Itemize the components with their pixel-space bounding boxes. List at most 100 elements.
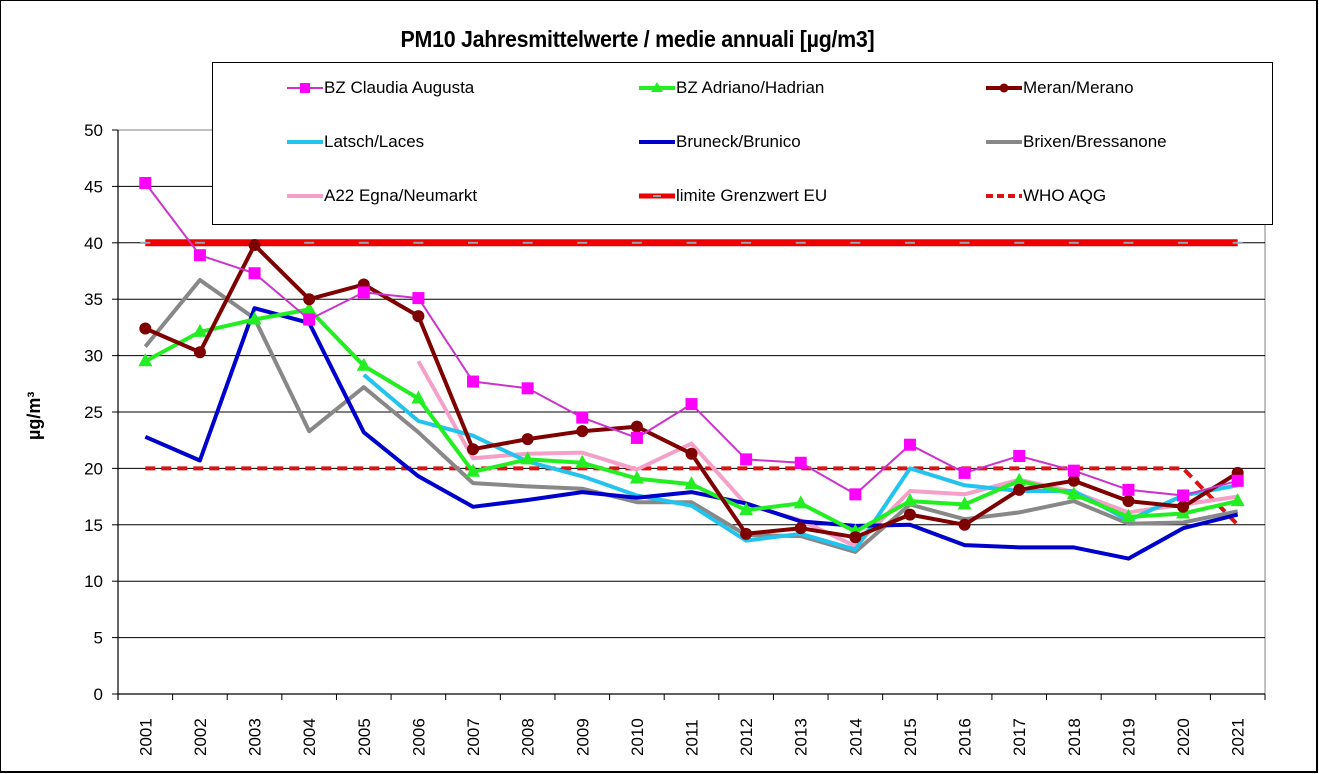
legend-swatch-icon [287, 194, 323, 198]
legend-item-bruneck-brunico: Bruneck/Brunico [638, 131, 801, 153]
y-tick-label: 10 [84, 572, 103, 591]
data-point-circle [1177, 500, 1190, 513]
x-tick-label: 2001 [136, 718, 155, 756]
y-tick-label: 15 [84, 516, 103, 535]
data-point-circle [521, 433, 534, 446]
data-point-circle [630, 420, 643, 433]
data-point-circle [1122, 495, 1135, 508]
data-point-square [630, 431, 643, 444]
data-point-square [412, 292, 425, 305]
data-point-circle [303, 293, 316, 306]
x-tick-label: 2010 [628, 718, 647, 756]
x-tick-label: 2008 [519, 718, 538, 756]
data-point-triangle [793, 495, 808, 509]
data-point-circle [1067, 474, 1080, 487]
data-point-triangle [684, 476, 699, 490]
data-point-triangle [1230, 493, 1245, 507]
data-point-circle [193, 346, 206, 359]
data-point-circle [740, 527, 753, 540]
data-point-circle [685, 447, 698, 460]
legend-swatch-icon [287, 140, 323, 144]
data-point-square [1122, 483, 1135, 496]
legend-swatch-icon [639, 82, 675, 92]
data-point-square [958, 466, 971, 479]
y-tick-label: 5 [94, 629, 103, 648]
data-point-square [1231, 474, 1244, 487]
y-tick-label: 45 [84, 177, 103, 196]
x-tick-label: 2006 [409, 718, 428, 756]
x-tick-label: 2002 [191, 718, 210, 756]
series-line [145, 466, 1240, 527]
data-point-triangle [1012, 472, 1027, 486]
legend-label: Latsch/Laces [324, 132, 425, 151]
y-tick-label: 50 [84, 121, 103, 140]
legend-label: Meran/Merano [1023, 78, 1134, 97]
data-point-triangle [1121, 508, 1136, 522]
x-tick-label: 2021 [1229, 718, 1248, 756]
x-tick-label: 2007 [464, 718, 483, 756]
y-tick-label: 30 [84, 347, 103, 366]
y-tick-label: 20 [84, 459, 103, 478]
legend-label: limite Grenzwert EU [676, 186, 828, 205]
data-point-circle [248, 239, 261, 252]
legend: BZ Claudia Augusta BZ Adriano/Hadrian Mera… [212, 62, 1273, 225]
data-point-circle [576, 425, 589, 438]
legend-item-latsch-laces: Latsch/Laces [286, 131, 424, 153]
data-point-circle [849, 531, 862, 544]
data-point-triangle [192, 323, 207, 337]
x-tick-label: 2018 [1065, 718, 1084, 756]
x-tick-label: 2004 [300, 718, 319, 756]
x-tick-label: 2003 [246, 718, 265, 756]
legend-item-a22-egna-neumarkt: A22 Egna/Neumarkt [286, 185, 477, 207]
series-brixen-bressanone [143, 278, 1239, 554]
x-tick-label: 2013 [792, 718, 811, 756]
y-axis-title: µg/m³ [24, 392, 45, 440]
series-bruneck-brunico [144, 306, 1239, 561]
legend-swatch-icon [287, 83, 323, 93]
y-axis-title-text: µg/m³ [24, 391, 44, 440]
data-point-square [521, 382, 534, 395]
legend-swatch-icon [639, 140, 675, 144]
data-point-triangle [138, 353, 153, 367]
data-point-triangle [629, 470, 644, 484]
series-line [143, 278, 1239, 554]
data-point-square [1067, 464, 1080, 477]
data-point-triangle [356, 357, 371, 371]
legend-swatch-icon [986, 194, 1022, 198]
chart-title: PM10 Jahresmittelwerte / medie annuali [… [400, 26, 875, 52]
x-tick-label: 2012 [737, 718, 756, 756]
data-point-triangle [957, 496, 972, 510]
y-tick-label: 25 [84, 403, 103, 422]
data-point-triangle [520, 451, 535, 465]
data-point-circle [139, 322, 152, 335]
data-point-triangle [902, 493, 917, 507]
legend-swatch-icon [639, 193, 675, 199]
x-tick-label: 2011 [683, 719, 702, 756]
data-point-square [1013, 449, 1026, 462]
legend-item-limite-grenzwert-eu: limite Grenzwert EU [638, 185, 827, 207]
series-bz-claudia-augusta [139, 177, 1244, 502]
data-point-square [794, 456, 807, 469]
y-tick-label: 35 [84, 290, 103, 309]
data-point-square [576, 411, 589, 424]
data-point-triangle [247, 311, 262, 325]
data-point-triangle [302, 301, 317, 315]
legend-item-who-aqg: WHO AQG [985, 185, 1106, 207]
legend-item-brixen-bressanone: Brixen/Bressanone [985, 131, 1167, 153]
legend-label: Brixen/Bressanone [1023, 132, 1167, 151]
data-point-circle [467, 443, 480, 456]
x-tick-label: 2014 [846, 718, 865, 756]
legend-item-bz-adriano-hadrian: BZ Adriano/Hadrian [638, 77, 824, 99]
data-point-square [303, 313, 316, 326]
series-who-aqg [145, 466, 1240, 527]
x-tick-label: 2016 [956, 718, 975, 756]
data-point-triangle [1066, 486, 1081, 500]
data-point-circle [958, 518, 971, 531]
legend-label: BZ Claudia Augusta [324, 78, 475, 97]
legend-label: A22 Egna/Neumarkt [324, 186, 478, 205]
x-tick-label: 2019 [1119, 718, 1138, 756]
x-tick-label: 2005 [355, 718, 374, 756]
legend-label: WHO AQG [1023, 186, 1107, 205]
data-point-square [903, 438, 916, 451]
